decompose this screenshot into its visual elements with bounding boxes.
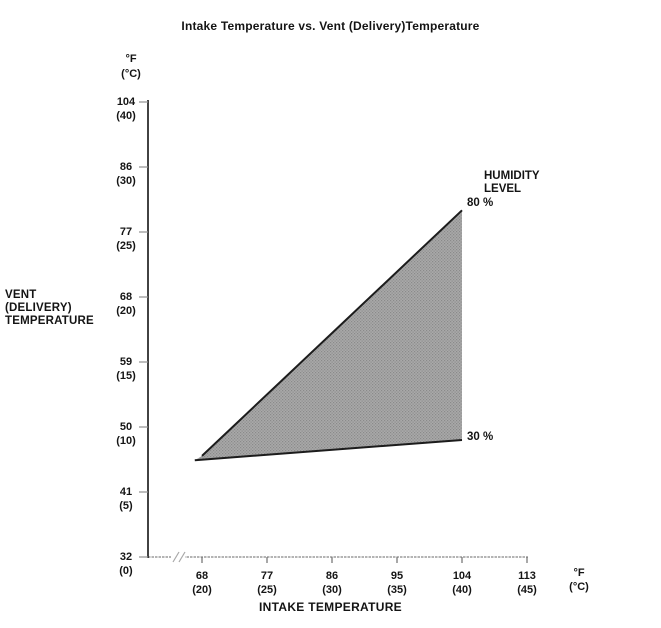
y-tick-label: 59 (15) [116,356,136,382]
y-tick-label: 104 (40) [116,96,136,122]
x-axis-unit-label: °F (°C) [569,567,589,593]
x-tick-label: 113 (45) [517,570,537,596]
humidity-line-30 [194,439,463,462]
y-tick-label: 50 (10) [116,421,136,447]
y-tick-label: 68 (20) [116,291,136,317]
x-axis-label: INTAKE TEMPERATURE [259,600,402,614]
x-tick-label: 77 (25) [257,570,277,596]
y-axis-unit-label: °F (°C) [121,53,141,80]
x-tick-label: 68 (20) [192,570,212,596]
humidity-30-label: 30 % [467,431,494,443]
humidity-level-label: HUMIDITY LEVEL [484,170,540,195]
x-tick-label: 95 (35) [387,570,407,596]
chart-title: Intake Temperature vs. Vent (Delivery)Te… [181,19,480,33]
y-tick-label: 41 (5) [119,486,133,512]
humidity-region [194,210,463,461]
humidity-line-80 [201,209,463,457]
y-tick-label: 86 (30) [116,161,136,187]
axis-break-mark [171,551,186,563]
y-tick-label: 77 (25) [116,226,136,252]
x-tick-label: 104 (40) [452,570,472,596]
humidity-80-label: 80 % [467,197,494,209]
x-tick-label: 86 (30) [322,570,342,596]
y-axis-label: VENT (DELIVERY) TEMPERATURE [5,289,94,327]
y-tick-label: 32 (0) [119,551,133,577]
